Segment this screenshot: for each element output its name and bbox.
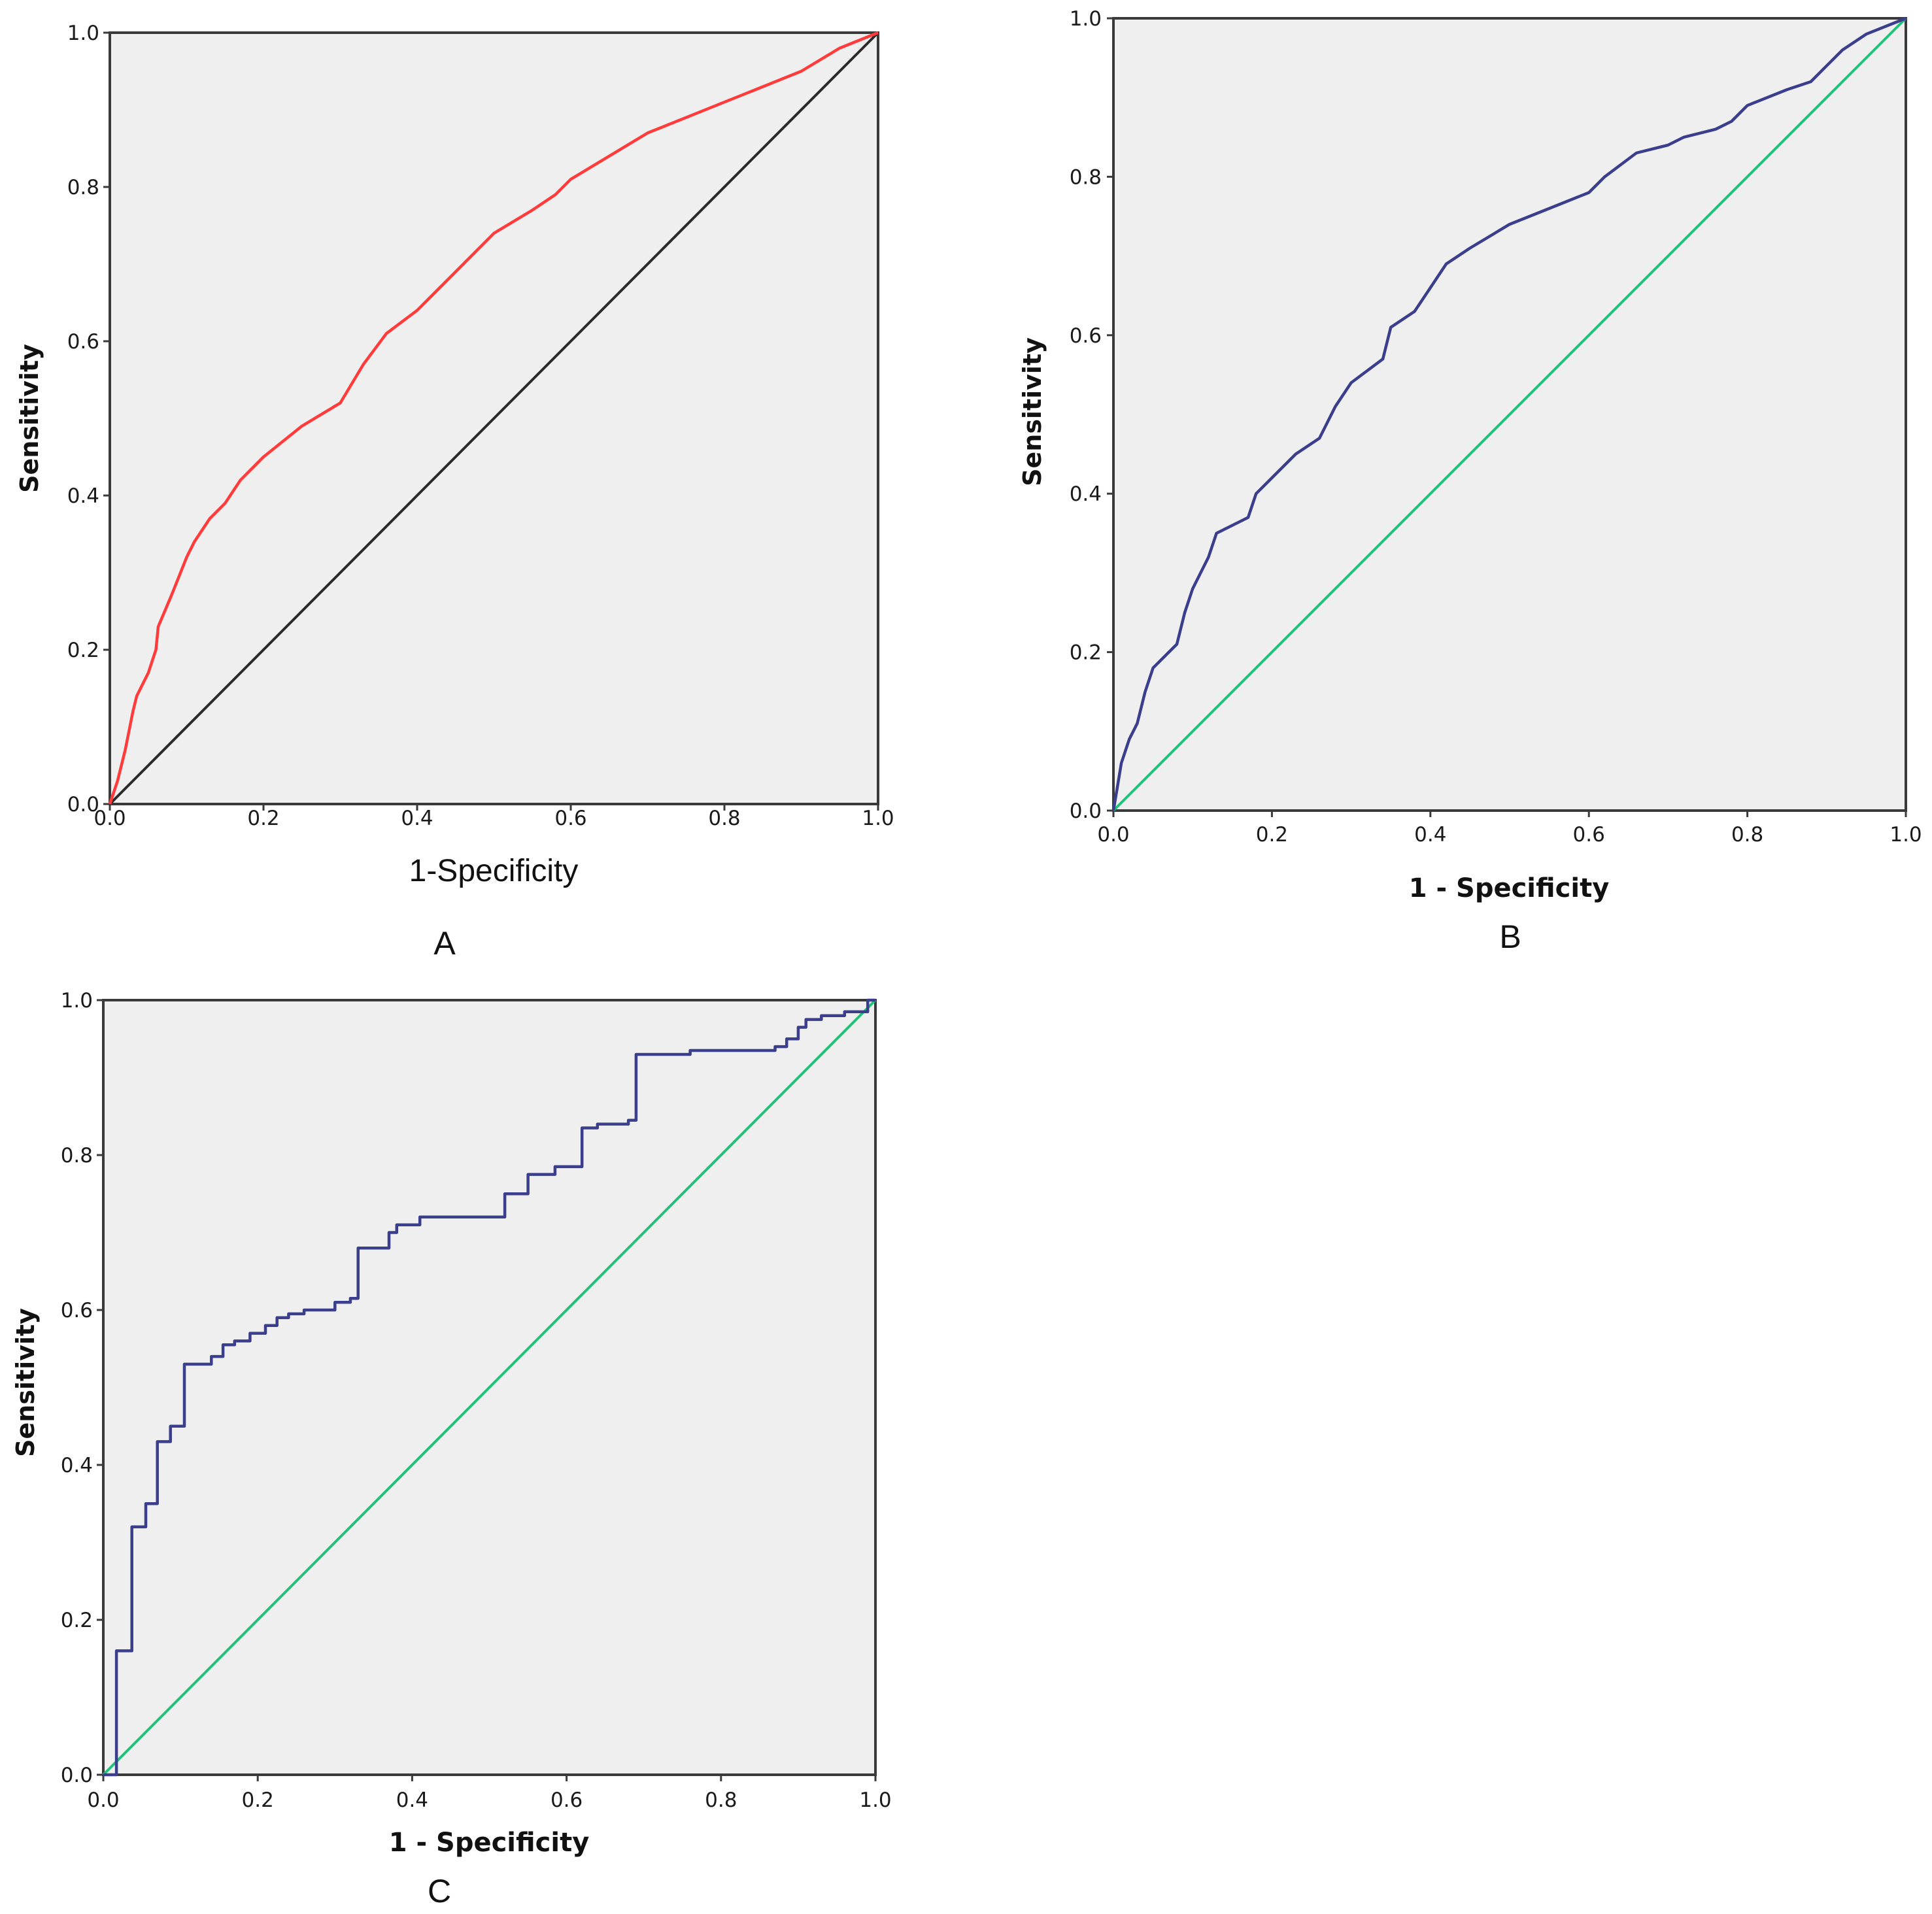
panel-c-x-tick-label: 0.8 bbox=[705, 1788, 737, 1812]
panel-a-y-tick-label: 0.2 bbox=[67, 639, 99, 662]
panel-a-label: A bbox=[433, 925, 456, 962]
panel-c-y-ticks: 0.0 0.2 0.4 0.6 0.8 1.0 bbox=[61, 989, 103, 1787]
panel-c: 0.0 0.2 0.4 0.6 0.8 1.0 0.0 0.2 0.4 0.6 0.8 1.0 1 … bbox=[11, 989, 892, 1909]
panel-b-y-tick-label: 0.6 bbox=[1070, 324, 1102, 348]
panel-c-y-tick-label: 0.0 bbox=[61, 1764, 93, 1787]
panel-c-label: C bbox=[428, 1873, 451, 1909]
panel-c-y-tick-label: 1.0 bbox=[61, 989, 93, 1013]
panel-a-y-axis-label: Sensitivity bbox=[15, 344, 44, 493]
panel-b-x-tick-label: 1.0 bbox=[1890, 823, 1922, 847]
panel-a-y-tick-label: 0.6 bbox=[67, 330, 99, 354]
panel-c-y-tick-label: 0.6 bbox=[61, 1299, 93, 1322]
panel-a-x-tick-label: 0.4 bbox=[401, 807, 433, 830]
panel-a-axes: 0.0 0.2 0.4 0.6 0.8 1.0 0.0 0.2 0.4 0.6 0.8 1.0 bbox=[67, 22, 894, 830]
panel-c-x-tick-label: 0.2 bbox=[242, 1788, 274, 1812]
panel-a-y-tick-label: 0.4 bbox=[67, 484, 99, 508]
panel-c-x-tick-label: 0.6 bbox=[551, 1788, 583, 1812]
panel-a-x-tick-label: 0.6 bbox=[554, 807, 586, 830]
panel-c-x-ticks: 0.0 0.2 0.4 0.6 0.8 1.0 bbox=[87, 1775, 892, 1812]
panel-a-x-axis-label: 1-Specificity bbox=[409, 854, 579, 888]
panel-c-y-tick-label: 0.2 bbox=[61, 1609, 93, 1632]
panel-b-axes: 0.0 0.2 0.4 0.6 0.8 1.0 0.0 0.2 0.4 0.6 0.8 1.0 bbox=[1070, 7, 1922, 847]
panel-c-y-tick-label: 0.8 bbox=[61, 1144, 93, 1167]
panel-a-roc-curve bbox=[108, 31, 879, 805]
panel-b-y-tick-label: 0.2 bbox=[1070, 641, 1102, 665]
panel-b-label: B bbox=[1499, 918, 1521, 955]
panel-a-x-tick-label: 1.0 bbox=[862, 807, 894, 830]
panel-a-y-tick-label: 0.0 bbox=[67, 793, 99, 816]
panel-b-y-tick-label: 1.0 bbox=[1070, 7, 1102, 31]
panel-b-x-tick-label: 0.8 bbox=[1731, 823, 1763, 847]
panel-b-x-ticks: 0.0 0.2 0.4 0.6 0.8 1.0 bbox=[1097, 811, 1922, 847]
panel-a-y-ticks: 0.0 0.2 0.4 0.6 0.8 1.0 bbox=[67, 22, 110, 816]
panel-b-x-tick-label: 0.4 bbox=[1414, 823, 1446, 847]
panel-c-axes: 0.0 0.2 0.4 0.6 0.8 1.0 0.0 0.2 0.4 0.6 0.8 1.0 bbox=[61, 989, 892, 1812]
panel-c-x-tick-label: 0.0 bbox=[87, 1788, 119, 1812]
panel-a-x-ticks: 0.0 0.2 0.4 0.6 0.8 1.0 bbox=[93, 804, 894, 830]
panel-b-y-axis-label: Sensitivity bbox=[1018, 337, 1047, 486]
panel-a-x-tick-label: 0.0 bbox=[93, 807, 126, 830]
panel-b-y-ticks: 0.0 0.2 0.4 0.6 0.8 1.0 bbox=[1070, 7, 1113, 823]
panel-a-y-tick-label: 1.0 bbox=[67, 22, 99, 45]
panel-a-y-tick-label: 0.8 bbox=[67, 176, 99, 199]
panel-a-x-tick-label: 0.2 bbox=[247, 807, 279, 830]
panel-b-roc-curve bbox=[1111, 16, 1907, 811]
panel-c-roc-curve bbox=[103, 998, 875, 1777]
panel-c-y-tick-label: 0.4 bbox=[61, 1454, 93, 1477]
panel-c-x-tick-label: 0.4 bbox=[396, 1788, 428, 1812]
panel-b-reference-line bbox=[1112, 17, 1907, 812]
panel-b-y-tick-label: 0.0 bbox=[1070, 799, 1102, 823]
panel-b-y-tick-label: 0.8 bbox=[1070, 165, 1102, 189]
panel-b-x-tick-label: 0.2 bbox=[1256, 823, 1288, 847]
panel-b-y-tick-label: 0.4 bbox=[1070, 482, 1102, 506]
panel-b: 0.0 0.2 0.4 0.6 0.8 1.0 0.0 0.2 0.4 0.6 0.8 1.0 1 … bbox=[1018, 7, 1922, 955]
panel-b-x-tick-label: 0.6 bbox=[1573, 823, 1605, 847]
panel-a-reference-line bbox=[109, 31, 879, 805]
panel-a: 0.0 0.2 0.4 0.6 0.8 1.0 0.0 0.2 0.4 0.6 0.8 1.0 1-… bbox=[15, 22, 894, 962]
panel-c-x-tick-label: 1.0 bbox=[859, 1788, 891, 1812]
panel-c-reference-line bbox=[102, 999, 877, 1776]
panel-c-x-axis-label: 1 - Specificity bbox=[389, 1828, 590, 1858]
panel-c-y-axis-label: Sensitivity bbox=[11, 1308, 40, 1457]
panel-b-x-tick-label: 0.0 bbox=[1097, 823, 1129, 847]
panel-a-x-tick-label: 0.8 bbox=[708, 807, 740, 830]
panel-b-x-axis-label: 1 - Specificity bbox=[1409, 873, 1610, 903]
